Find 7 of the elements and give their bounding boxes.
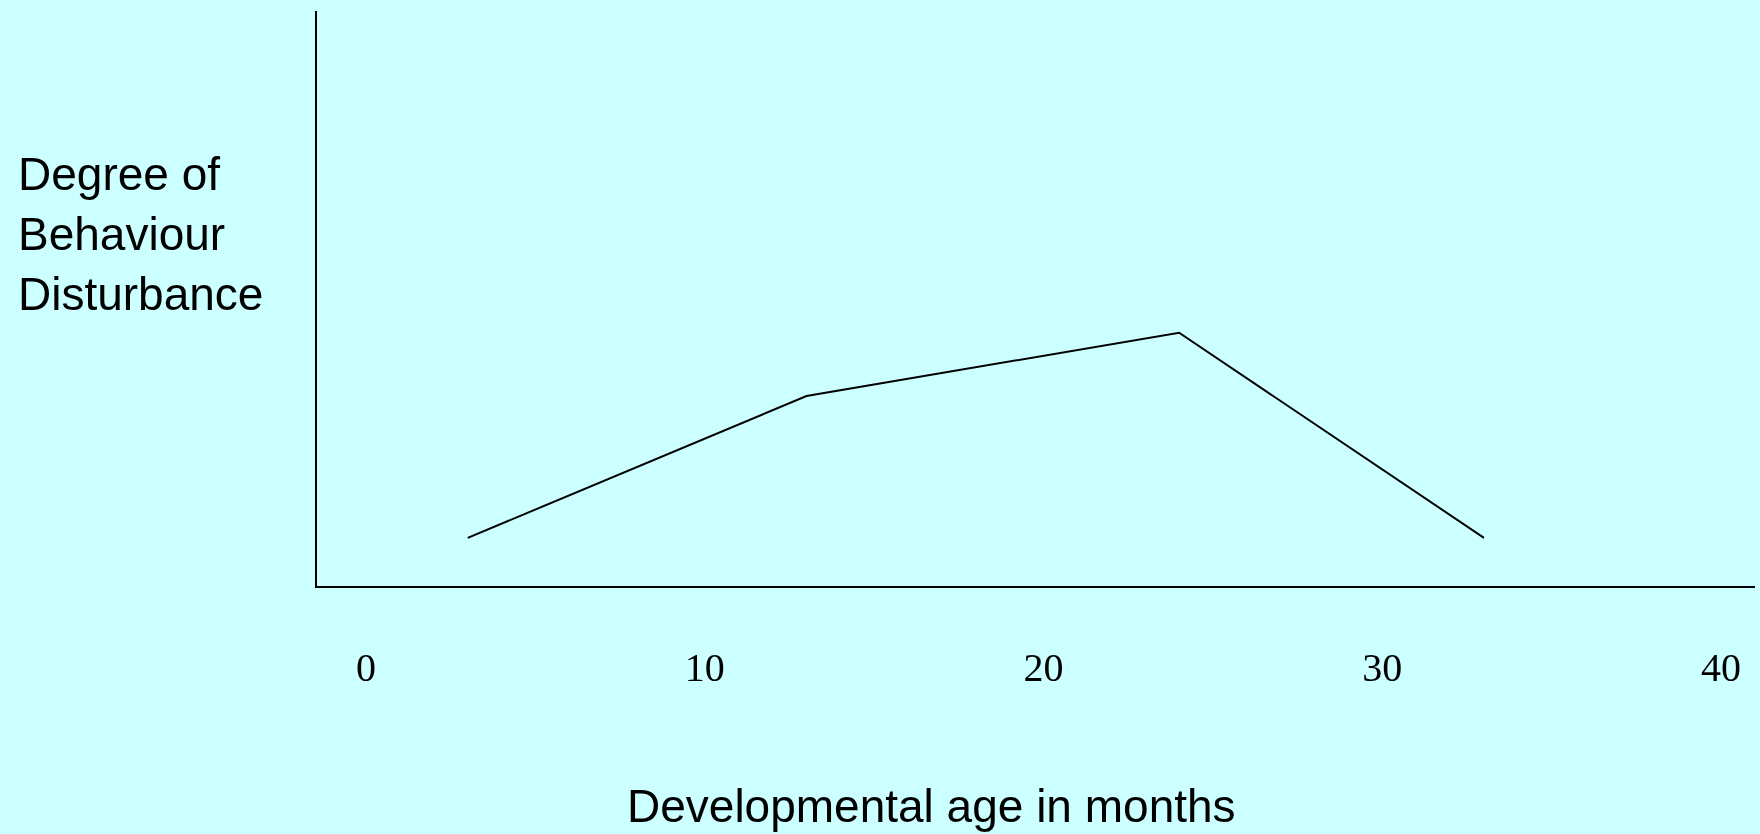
x-axis-title: Developmental age in months bbox=[627, 780, 1236, 832]
y-axis-title: Degree of Behaviour Disturbance bbox=[18, 148, 264, 320]
x-tick-label: 0 bbox=[356, 645, 377, 690]
x-tick-label: 10 bbox=[684, 645, 725, 690]
x-tick-label: 20 bbox=[1023, 645, 1064, 690]
x-tick-label: 30 bbox=[1362, 645, 1403, 690]
x-tick-label: 40 bbox=[1701, 645, 1742, 690]
